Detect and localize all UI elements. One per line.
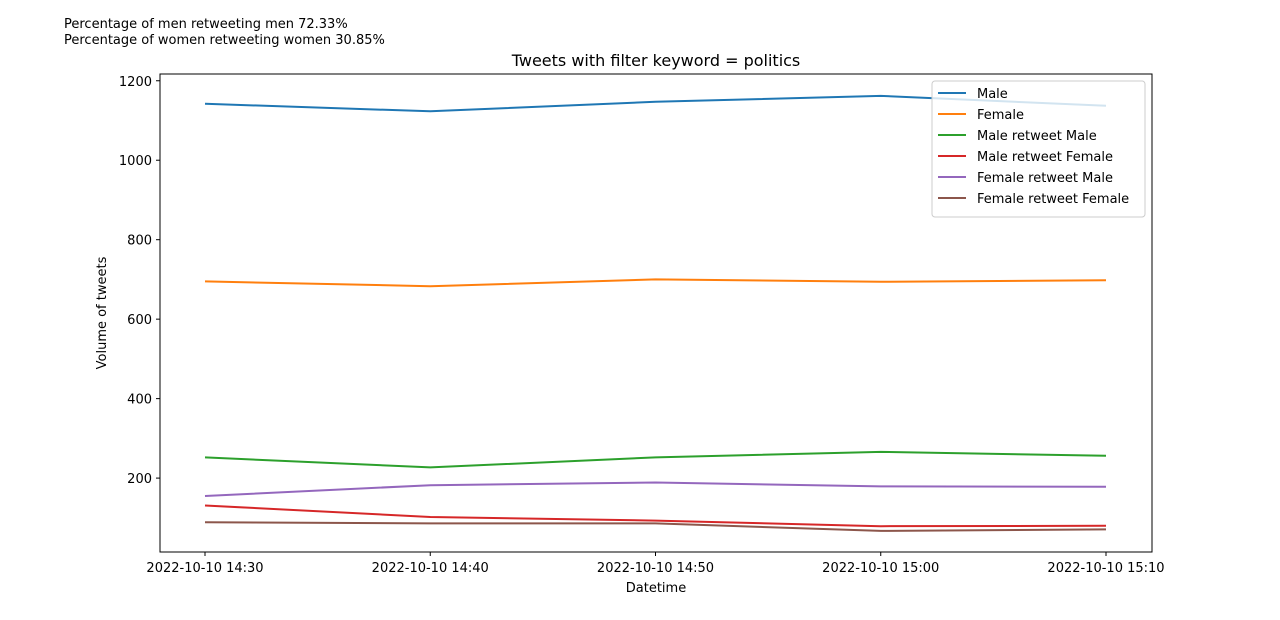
plot-frame (159, 73, 1153, 553)
series-line-female (204, 278, 1107, 288)
legend-label: Male retweet Female (977, 150, 1113, 165)
y-tick-label: 1200 (119, 75, 152, 90)
x-tick-label: 2022-10-10 15:00 (822, 561, 939, 576)
legend-label: Male retweet Male (977, 129, 1097, 144)
y-axis-label: Volume of tweets (95, 256, 110, 369)
men-retweet-percentage-text: Percentage of men retweeting men 72.33% (64, 17, 348, 32)
x-tick-label: 2022-10-10 14:40 (372, 561, 489, 576)
series-line-male-retweet-male (204, 450, 1107, 469)
x-axis-label: Datetime (626, 581, 686, 596)
legend-box (931, 80, 1146, 218)
legend-label: Female (977, 108, 1024, 123)
x-tick-label: 2022-10-10 15:10 (1047, 561, 1164, 576)
chart-title: Tweets with filter keyword = politics (511, 51, 801, 70)
legend: Male Female Male retweet Male Male retweet … (931, 80, 1146, 218)
series-line-male-retweet-female (204, 504, 1107, 528)
y-tick-label: 1000 (119, 154, 152, 169)
y-tick-label: 400 (127, 393, 152, 408)
y-tick-label: 200 (127, 472, 152, 487)
series-line-female-retweet-male (204, 481, 1107, 497)
women-retweet-percentage-text: Percentage of women retweeting women 30.… (64, 33, 385, 48)
series-lines (204, 94, 1107, 532)
x-tick-label: 2022-10-10 14:30 (146, 561, 263, 576)
x-tick-label: 2022-10-10 14:50 (597, 561, 714, 576)
y-tick-label: 800 (127, 234, 152, 249)
y-axis-ticks: 200 400 600 800 1000 1200 (119, 75, 160, 487)
legend-label: Male (977, 87, 1008, 102)
y-tick-label: 600 (127, 313, 152, 328)
x-axis-ticks: 2022-10-10 14:30 2022-10-10 14:40 2022-10-… (146, 552, 1165, 576)
legend-label: Female retweet Female (977, 192, 1129, 207)
series-line-female-retweet-female (204, 521, 1107, 532)
legend-label: Female retweet Male (977, 171, 1113, 186)
